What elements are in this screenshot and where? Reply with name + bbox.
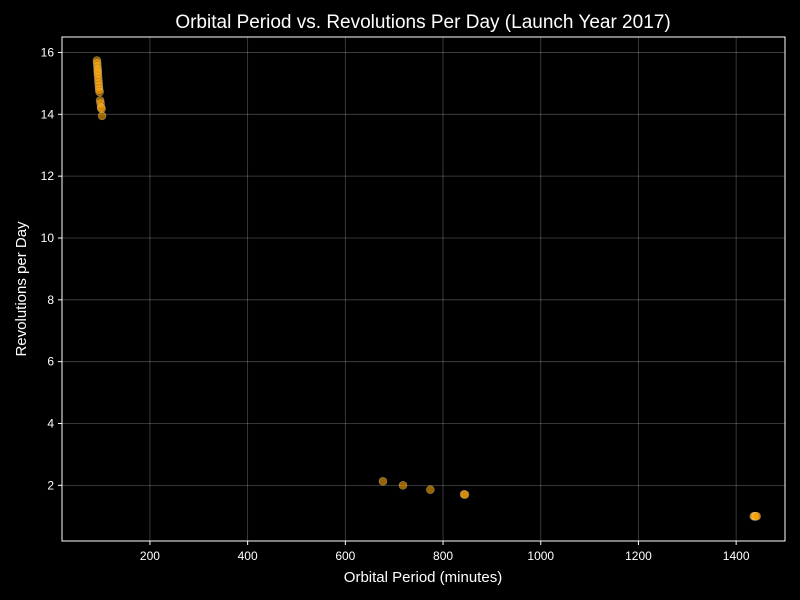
- y-tick-label: 10: [41, 231, 55, 245]
- data-point: [460, 490, 470, 499]
- x-tick-label: 600: [335, 549, 355, 563]
- y-tick-label: 8: [47, 293, 54, 307]
- data-points: [92, 56, 761, 521]
- x-tick-label: 1000: [527, 549, 554, 563]
- x-tick-label: 800: [433, 549, 453, 563]
- y-axis: 2 4 6 8 10 12 14 16: [41, 45, 62, 492]
- x-tick-label: 1200: [625, 549, 652, 563]
- x-tick-label: 200: [140, 549, 160, 563]
- plot-frame: [61, 36, 786, 542]
- data-point: [97, 104, 106, 114]
- y-tick-label: 6: [47, 355, 54, 369]
- data-point: [752, 511, 761, 521]
- data-point: [398, 481, 408, 490]
- y-tick-label: 16: [41, 45, 55, 59]
- x-tick-label: 1400: [723, 549, 750, 563]
- y-tick-label: 2: [47, 478, 54, 492]
- x-axis: 200 400 600 800 1000 1200 1400: [140, 541, 750, 563]
- y-tick-label: 12: [41, 169, 55, 183]
- data-point: [95, 87, 104, 97]
- grid: [62, 37, 785, 541]
- data-point: [426, 485, 435, 494]
- data-point: [378, 477, 388, 486]
- y-axis-label: Revolutions per Day: [13, 221, 30, 357]
- y-tick-label: 14: [41, 107, 55, 121]
- y-tick-label: 4: [47, 417, 54, 431]
- chart-title: Orbital Period vs. Revolutions Per Day (…: [175, 12, 670, 33]
- x-tick-label: 400: [238, 549, 258, 563]
- data-point: [97, 111, 107, 121]
- x-axis-label: Orbital Period (minutes): [344, 569, 502, 586]
